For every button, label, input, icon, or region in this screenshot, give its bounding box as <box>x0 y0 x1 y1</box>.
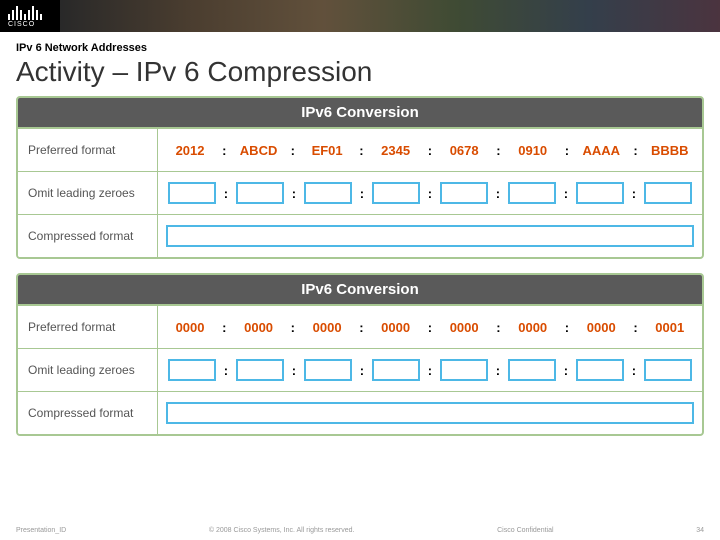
omit-zeroes-inputs-1: : : : : : : : <box>158 172 702 214</box>
hextet-input[interactable] <box>508 359 556 381</box>
compressed-input[interactable] <box>166 402 694 424</box>
colon: : <box>291 143 295 158</box>
row-label: Omit leading zeroes <box>18 349 158 391</box>
hextet: 0000 <box>513 320 553 335</box>
table-row: Omit leading zeroes : : : : : : : <box>18 171 702 214</box>
hextet-input[interactable] <box>440 182 488 204</box>
hextet-input[interactable] <box>576 182 624 204</box>
compressed-input-2 <box>158 392 702 434</box>
table-row: Compressed format <box>18 391 702 434</box>
colon: : <box>428 143 432 158</box>
conversion-table-1: IPv6 Conversion Preferred format 2012: A… <box>16 96 704 259</box>
top-banner: CISCO <box>0 0 720 32</box>
hextet-input[interactable] <box>168 182 216 204</box>
preferred-hextets-1: 2012: ABCD: EF01: 2345: 0678: 0910: AAAA… <box>158 129 702 171</box>
compressed-input-1 <box>158 215 702 257</box>
banner-image <box>60 0 720 32</box>
hextet-input[interactable] <box>304 182 352 204</box>
hextet: ABCD <box>239 143 279 158</box>
footer-copyright: © 2008 Cisco Systems, Inc. All rights re… <box>209 527 355 534</box>
colon: : <box>359 143 363 158</box>
row-label: Omit leading zeroes <box>18 172 158 214</box>
breadcrumb: IPv 6 Network Addresses <box>16 42 704 54</box>
hextet: 0000 <box>581 320 621 335</box>
hextet-input[interactable] <box>372 359 420 381</box>
table-header: IPv6 Conversion <box>18 98 702 128</box>
page-number: 34 <box>696 527 704 534</box>
row-label: Preferred format <box>18 129 158 171</box>
hextet-input[interactable] <box>644 359 692 381</box>
conversion-table-2: IPv6 Conversion Preferred format 0000: 0… <box>16 273 704 436</box>
colon: : <box>222 143 226 158</box>
hextet-input[interactable] <box>236 182 284 204</box>
hextet: 2345 <box>376 143 416 158</box>
cisco-logo: CISCO <box>0 4 60 28</box>
hextet: 0910 <box>513 143 553 158</box>
hextet: 0000 <box>307 320 347 335</box>
row-label: Compressed format <box>18 392 158 434</box>
hextet-input[interactable] <box>236 359 284 381</box>
page-title: Activity – IPv 6 Compression <box>16 56 704 88</box>
colon: : <box>496 143 500 158</box>
hextet: EF01 <box>307 143 347 158</box>
hextet-input[interactable] <box>440 359 488 381</box>
omit-zeroes-inputs-2: : : : : : : : <box>158 349 702 391</box>
colon: : <box>633 143 637 158</box>
hextet: 0000 <box>376 320 416 335</box>
hextet: BBBB <box>650 143 690 158</box>
table-header: IPv6 Conversion <box>18 275 702 305</box>
table-row: Omit leading zeroes : : : : : : : <box>18 348 702 391</box>
table-row: Preferred format 2012: ABCD: EF01: 2345:… <box>18 128 702 171</box>
hextet: 0001 <box>650 320 690 335</box>
hextet: AAAA <box>581 143 621 158</box>
colon: : <box>565 143 569 158</box>
hextet: 0000 <box>170 320 210 335</box>
hextet-input[interactable] <box>304 359 352 381</box>
hextet-input[interactable] <box>168 359 216 381</box>
hextet-input[interactable] <box>508 182 556 204</box>
hextet: 0678 <box>444 143 484 158</box>
hextet-input[interactable] <box>576 359 624 381</box>
table-row: Compressed format <box>18 214 702 257</box>
hextet-input[interactable] <box>644 182 692 204</box>
table-row: Preferred format 0000: 0000: 0000: 0000:… <box>18 305 702 348</box>
footer: Presentation_ID © 2008 Cisco Systems, In… <box>0 527 720 534</box>
row-label: Compressed format <box>18 215 158 257</box>
hextet: 2012 <box>170 143 210 158</box>
hextet-input[interactable] <box>372 182 420 204</box>
preferred-hextets-2: 0000: 0000: 0000: 0000: 0000: 0000: 0000… <box>158 306 702 348</box>
hextet: 0000 <box>444 320 484 335</box>
compressed-input[interactable] <box>166 225 694 247</box>
row-label: Preferred format <box>18 306 158 348</box>
footer-left: Presentation_ID <box>16 527 66 534</box>
footer-confidential: Cisco Confidential <box>497 527 553 534</box>
hextet: 0000 <box>239 320 279 335</box>
